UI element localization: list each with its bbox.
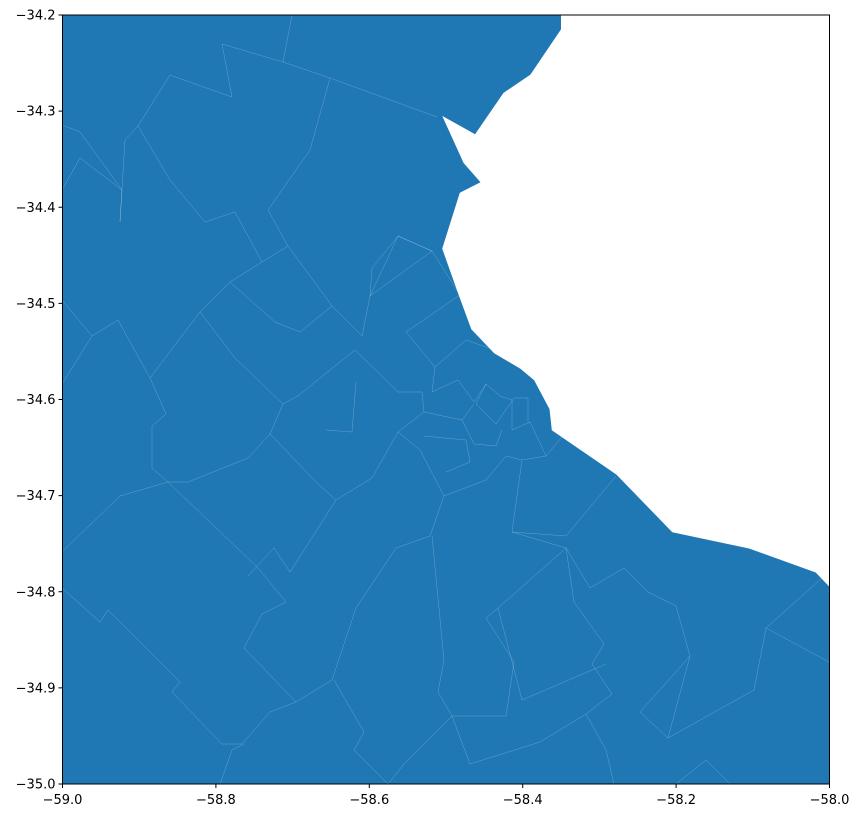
boundary-line xyxy=(149,377,284,483)
x-tick-label: −58.2 xyxy=(656,793,696,808)
boundary-line xyxy=(325,381,357,433)
boundary-line xyxy=(565,547,615,785)
x-tick-label: −58.6 xyxy=(349,793,389,808)
boundary-line xyxy=(765,627,830,663)
boundary-line xyxy=(423,435,471,473)
boundary-line xyxy=(269,431,445,703)
boundary-line xyxy=(229,261,263,283)
boundary-line xyxy=(397,403,475,433)
boundary-line xyxy=(511,459,617,537)
boundary-line xyxy=(461,419,503,447)
y-tick-label: −35.0 xyxy=(16,778,56,793)
x-tick-label: −59.0 xyxy=(43,793,83,808)
y-tick-label: −34.7 xyxy=(16,489,56,504)
land-area xyxy=(62,15,830,784)
x-tick-label: −58.0 xyxy=(810,793,850,808)
boundary-line xyxy=(247,499,337,577)
plot-area xyxy=(61,14,830,785)
boundary-line xyxy=(61,124,123,191)
boundary-line xyxy=(219,743,245,785)
boundary-line xyxy=(675,759,731,785)
boundary-line xyxy=(667,655,691,739)
boundary-line xyxy=(333,679,453,785)
x-axis: −59.0 −58.8 −58.6 −58.4 −58.2 −58.0 xyxy=(43,784,850,808)
boundary-line xyxy=(61,587,297,745)
boundary-line xyxy=(267,77,333,307)
y-tick-label: −34.3 xyxy=(16,105,56,120)
boundary-line xyxy=(431,535,567,717)
boundary-line xyxy=(261,245,289,263)
y-tick-label: −34.5 xyxy=(16,297,56,312)
y-tick-label: −34.2 xyxy=(16,9,56,24)
boundary-line xyxy=(61,481,297,703)
boundary-line xyxy=(405,331,501,368)
boundary-line xyxy=(497,607,607,701)
district-boundaries xyxy=(61,14,830,785)
y-tick-label: −34.9 xyxy=(16,681,56,696)
boundary-line xyxy=(61,335,93,385)
y-axis: −34.2 −34.3 −34.4 −34.5 −34.6 −34.7 −34.8 −34.9… xyxy=(16,9,63,793)
boundary-line xyxy=(61,235,433,379)
boundary-line xyxy=(137,125,263,263)
x-tick-label: −58.8 xyxy=(196,793,236,808)
y-tick-label: −34.4 xyxy=(16,201,56,216)
boundary-line xyxy=(61,14,293,223)
y-tick-label: −34.6 xyxy=(16,393,56,408)
boundary-line xyxy=(443,431,567,497)
boundary-line xyxy=(451,713,587,765)
boundary-line xyxy=(199,311,425,413)
boundary-line xyxy=(475,383,529,425)
boundary-line xyxy=(431,366,547,457)
x-tick-label: −58.4 xyxy=(503,793,543,808)
boundary-line xyxy=(511,531,823,739)
y-tick-label: −34.8 xyxy=(16,585,56,600)
boundary-line xyxy=(369,235,461,333)
boundary-line xyxy=(282,61,438,118)
